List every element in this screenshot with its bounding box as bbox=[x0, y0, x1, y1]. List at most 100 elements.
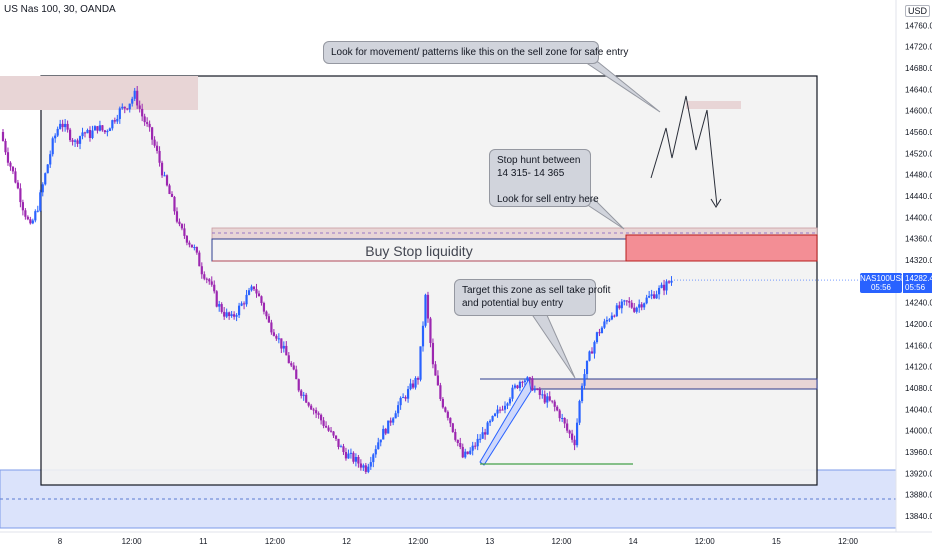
candle-down bbox=[484, 432, 487, 435]
candle-down bbox=[69, 129, 72, 141]
candle-up bbox=[121, 106, 124, 109]
x-axis[interactable]: 8 12:00 11 12:00 12 12:00 13 12:00 14 12:00 15 12:0… bbox=[58, 537, 859, 546]
candle-up bbox=[56, 128, 59, 136]
candle-up bbox=[660, 284, 663, 288]
candle-down bbox=[151, 127, 154, 140]
candle-down bbox=[16, 182, 20, 189]
sell-entry-box bbox=[625, 234, 818, 262]
candle-up bbox=[580, 385, 584, 402]
candle-up bbox=[593, 342, 596, 354]
candle-up bbox=[414, 378, 417, 388]
candle-up bbox=[54, 135, 57, 139]
candle-up bbox=[665, 281, 668, 291]
candle-down bbox=[329, 430, 333, 432]
candle-down bbox=[180, 224, 184, 229]
candle-up bbox=[133, 90, 136, 99]
candle-up bbox=[128, 103, 131, 110]
candle-down bbox=[528, 377, 531, 379]
candle-up bbox=[635, 307, 638, 312]
y-tick-label: 14160.0 bbox=[905, 341, 932, 350]
candle-up bbox=[277, 338, 280, 340]
candle-down bbox=[188, 242, 191, 245]
candle-down bbox=[242, 303, 246, 305]
candle-down bbox=[213, 284, 216, 292]
candle-down bbox=[449, 417, 452, 424]
candle-down bbox=[297, 379, 300, 391]
candle-down bbox=[185, 235, 189, 243]
candle-up bbox=[108, 128, 111, 132]
candle-up bbox=[600, 327, 604, 334]
candle-down bbox=[170, 193, 174, 197]
candle-down bbox=[573, 439, 576, 446]
y-tick-label: 14640.0 bbox=[905, 85, 932, 94]
candle-up bbox=[392, 418, 395, 423]
candle-down bbox=[404, 397, 407, 399]
candle-up bbox=[347, 453, 350, 459]
y-tick-label: 14320.0 bbox=[905, 256, 932, 265]
candle-down bbox=[439, 385, 442, 399]
candle-up bbox=[78, 136, 82, 144]
candle-down bbox=[315, 410, 318, 414]
candle-down bbox=[434, 364, 437, 376]
candle-down bbox=[126, 108, 129, 110]
candle-down bbox=[155, 145, 159, 151]
candle-down bbox=[456, 439, 459, 444]
y-tick-label: 14360.0 bbox=[905, 235, 932, 244]
candle-up bbox=[588, 351, 591, 361]
target-zone bbox=[529, 378, 818, 390]
candle-up bbox=[645, 297, 648, 304]
candle-up bbox=[240, 303, 243, 306]
candle-up bbox=[41, 184, 44, 193]
candle-down bbox=[257, 293, 261, 297]
candle-down bbox=[103, 130, 106, 133]
candle-down bbox=[203, 274, 206, 279]
candle-up bbox=[623, 300, 626, 302]
candle-down bbox=[6, 152, 10, 163]
chart-title: US Nas 100, 30, OANDA bbox=[4, 4, 116, 15]
candles bbox=[1, 85, 673, 474]
top-callout-text: Look for movement/ patterns like this on… bbox=[331, 47, 629, 58]
candle-down bbox=[280, 338, 283, 349]
candle-down bbox=[538, 389, 541, 396]
candle-down bbox=[317, 413, 320, 415]
candle-down bbox=[357, 456, 360, 464]
candle-down bbox=[148, 123, 151, 128]
candle-down bbox=[190, 244, 193, 248]
pattern-zigzag bbox=[650, 95, 718, 207]
candle-up bbox=[585, 360, 589, 375]
candle-down bbox=[11, 166, 15, 172]
candle-down bbox=[364, 465, 367, 472]
candle-down bbox=[71, 140, 74, 142]
x-tick-label: 12:00 bbox=[551, 537, 572, 546]
candle-up bbox=[118, 108, 121, 119]
candle-down bbox=[459, 443, 462, 447]
candle-up bbox=[116, 118, 119, 122]
candle-down bbox=[625, 300, 628, 302]
candle-up bbox=[479, 438, 482, 440]
candle-down bbox=[571, 433, 574, 440]
candle-up bbox=[648, 295, 651, 298]
candle-up bbox=[34, 211, 37, 221]
candle-down bbox=[618, 305, 621, 309]
target-callout: Target this zone as sell take profit and… bbox=[454, 279, 610, 316]
candle-down bbox=[1, 132, 5, 141]
y-axis[interactable]: 14760.0 14720.0 14680.0 14640.0 14600.0 14560… bbox=[905, 21, 932, 521]
x-tick-label: 8 bbox=[58, 537, 63, 546]
candle-down bbox=[327, 427, 330, 431]
candle-up bbox=[406, 389, 410, 399]
candle-down bbox=[543, 394, 546, 403]
candle-up bbox=[46, 164, 49, 174]
candle-down bbox=[551, 400, 554, 402]
y-tick-label: 13960.0 bbox=[905, 448, 932, 457]
candle-up bbox=[372, 454, 375, 463]
candle-down bbox=[287, 355, 290, 364]
candle-down bbox=[29, 219, 32, 224]
candle-up bbox=[106, 131, 109, 133]
candle-up bbox=[533, 389, 536, 391]
x-tick-label: 12 bbox=[342, 537, 351, 546]
candle-down bbox=[260, 296, 263, 304]
currency-button[interactable]: USD bbox=[905, 5, 931, 17]
candle-up bbox=[44, 173, 47, 185]
candle-down bbox=[556, 406, 559, 411]
